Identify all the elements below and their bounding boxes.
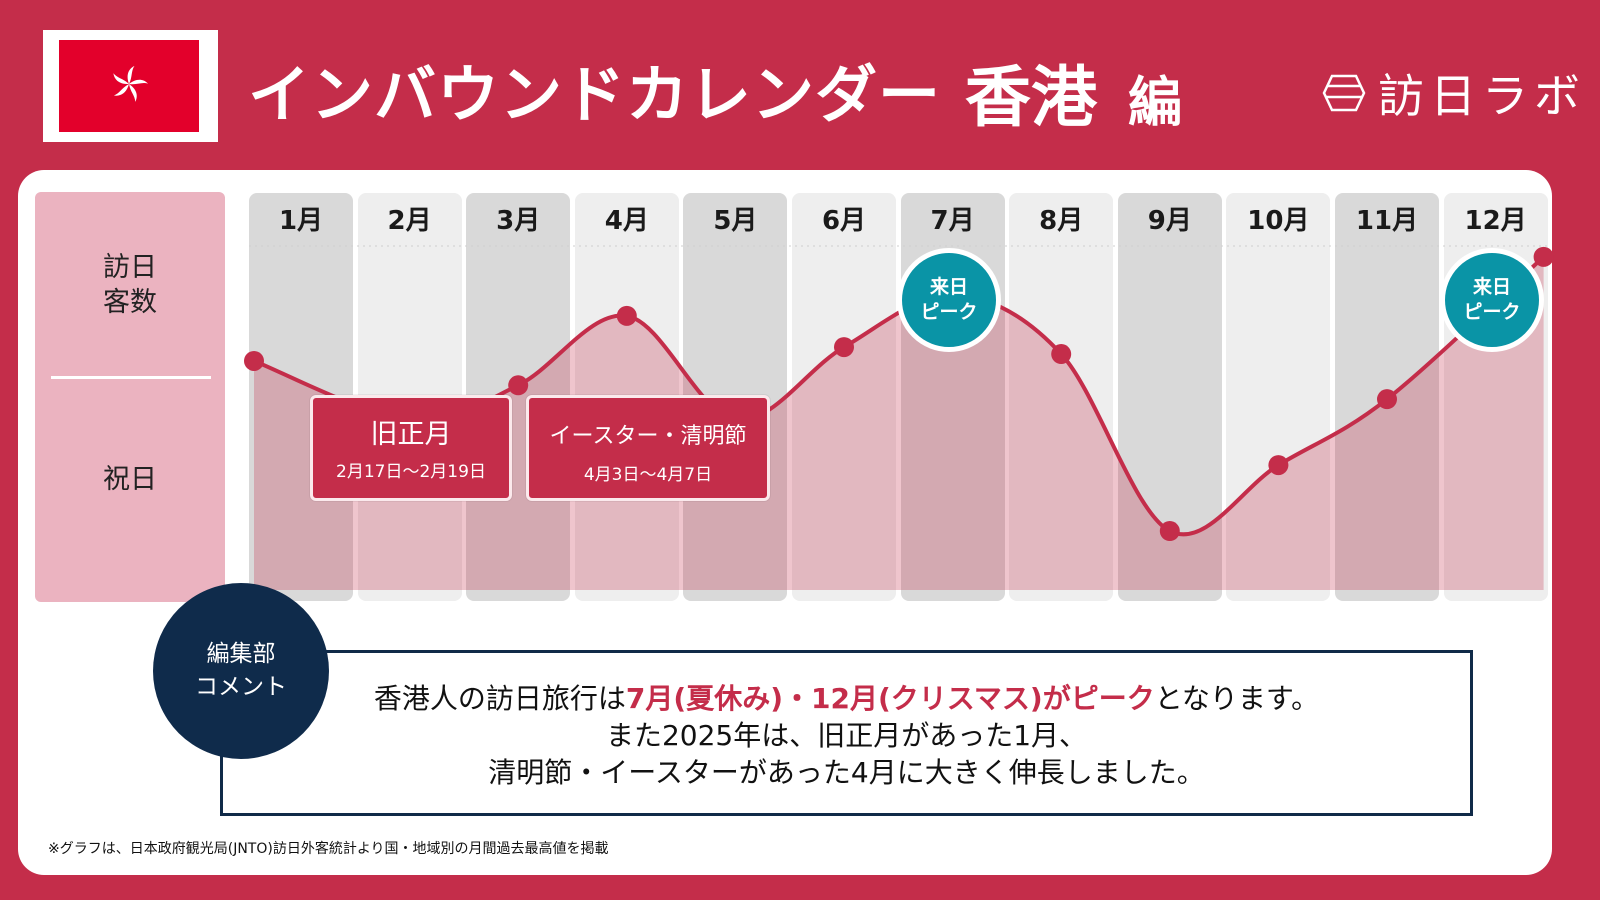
peak-badge-line2: ピーク: [920, 301, 978, 323]
comment-line2: また2025年は、旧正月があった1月、: [605, 719, 1088, 753]
comment-line3: 清明節・イースターがあった4月に大きく伸長しました。: [488, 756, 1205, 790]
peak-badge-july: 来日 ピーク: [897, 248, 1001, 352]
holiday-dates: 4月3日～4月7日: [583, 465, 713, 485]
region-suffix: 編: [1128, 71, 1182, 134]
data-point-11月: [1377, 389, 1397, 410]
month-label: 9月: [1147, 206, 1192, 236]
data-point-9月: [1159, 521, 1180, 542]
visitors-label: 訪日 客数: [35, 250, 225, 320]
data-point-8月: [1051, 344, 1072, 365]
visitors-label-line2: 客数: [103, 287, 157, 319]
month-column: [792, 193, 896, 601]
badge-line1: 編集部: [206, 640, 276, 667]
data-point-6月: [834, 337, 854, 358]
holiday-name: イースター・清明節: [549, 424, 747, 449]
data-point-3月: [508, 375, 529, 396]
badge-line2: コメント: [195, 674, 287, 700]
logo: 訪日ラボ: [1322, 60, 1586, 126]
month-label: 12月: [1464, 206, 1527, 236]
peak-badge-line1: 来日: [929, 276, 968, 299]
hexagon-logo-icon: [1322, 74, 1366, 112]
data-point-4月: [616, 305, 637, 326]
month-label: 6月: [821, 206, 867, 236]
month-label: 7月: [930, 206, 975, 236]
month-label: 4月: [604, 206, 649, 236]
month-label: 2月: [387, 206, 432, 236]
bauhinia-icon: [113, 65, 148, 102]
editor-comment-badge: 編集部 コメント: [153, 583, 329, 759]
holiday-easter-ching-ming: イースター・清明節 4月3日～4月7日: [526, 395, 770, 501]
month-label: 10月: [1247, 206, 1310, 236]
holiday-dates: 2月17日～2月19日: [336, 462, 486, 482]
holiday-name: 旧正月: [370, 419, 452, 450]
comment-line1: 香港人の訪日旅行は7月(夏休み)・12月(クリスマス)がピークとなります。: [220, 680, 1473, 717]
flag-frame: [43, 30, 218, 142]
holidays-label: 祝日: [103, 464, 157, 495]
footnote: ※グラフは、日本政府観光局(JNTO)訪日外客統計より国・地域別の月間過去最高値…: [48, 841, 609, 857]
region-name: 香港: [965, 59, 1097, 136]
month-column: [1009, 193, 1114, 601]
month-label: 11月: [1355, 206, 1419, 236]
data-point-12月: [1533, 246, 1554, 267]
peak-badge-line2: ピーク: [1463, 301, 1521, 323]
row-labels: 訪日 客数 祝日: [35, 192, 225, 602]
row-divider: [51, 376, 211, 379]
comment-text: 香港人の訪日旅行は7月(夏休み)・12月(クリスマス)がピークとなります。 また…: [220, 680, 1473, 792]
month-label: 8月: [1039, 206, 1084, 236]
data-point-1月: [244, 350, 264, 371]
peak-badge-december: 来日 ピーク: [1440, 248, 1544, 352]
data-point-10月: [1268, 455, 1289, 476]
peak-badge-line1: 来日: [1472, 276, 1511, 299]
month-label: 3月: [496, 206, 541, 236]
page-title: インバウンドカレンダー: [248, 58, 942, 131]
hong-kong-flag-icon: [59, 40, 199, 132]
logo-text: 訪日ラボ: [1378, 69, 1586, 123]
comment-highlight: 7月(夏休み)・12月(クリスマス)がピーク: [625, 682, 1155, 715]
month-column: [1226, 193, 1331, 601]
month-label: 1月: [278, 206, 324, 236]
comment-line1-prefix: 香港人の訪日旅行は: [373, 682, 626, 715]
holiday-lunar-new-year: 旧正月 2月17日～2月19日: [310, 395, 512, 501]
month-label: 5月: [713, 206, 758, 236]
comment-line1-suffix: となります。: [1154, 682, 1320, 715]
visitors-label-line1: 訪日: [103, 252, 157, 283]
